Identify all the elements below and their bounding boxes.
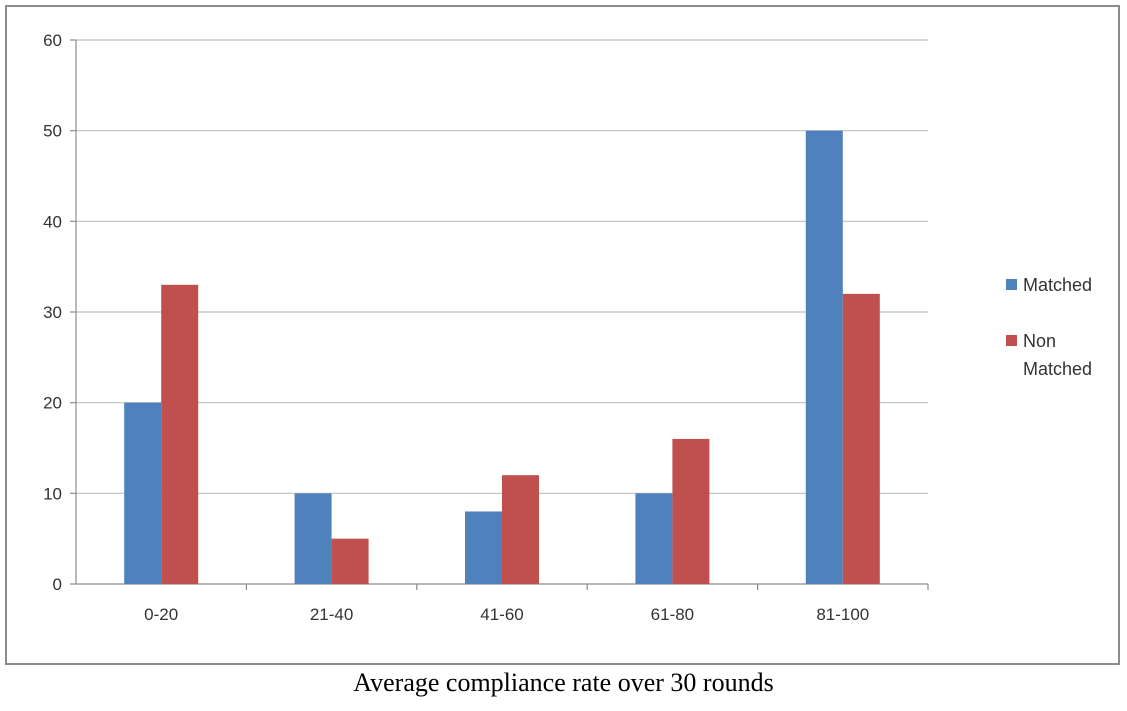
bar-matched-21-40 <box>294 493 332 584</box>
bar-non-matched-61-80 <box>672 438 710 584</box>
bar-matched-0-20 <box>124 402 162 584</box>
bar-matched-61-80 <box>635 493 673 584</box>
y-tick-label: 10 <box>43 484 62 503</box>
y-tick-labels: 0 10 20 30 40 50 60 <box>43 31 62 594</box>
y-tick-label: 40 <box>43 212 62 231</box>
bar-non-matched-0-20 <box>161 284 199 584</box>
bar-matched-41-60 <box>465 511 502 584</box>
x-tick-label: 41-60 <box>480 605 523 624</box>
x-tick-label: 81-100 <box>816 605 869 624</box>
bar-non-matched-21-40 <box>331 538 369 584</box>
legend-swatch-non-matched <box>1006 335 1017 346</box>
gridlines <box>76 39 928 494</box>
figure-caption: Average compliance rate over 30 rounds <box>353 668 774 697</box>
bars <box>124 130 880 584</box>
legend-swatch-matched <box>1006 279 1017 290</box>
x-tick-label: 61-80 <box>651 605 694 624</box>
legend-label: Matched <box>1023 359 1092 379</box>
legend-label: Matched <box>1023 275 1092 295</box>
y-tick-label: 60 <box>43 31 62 50</box>
axes <box>70 39 929 590</box>
y-tick-label: 30 <box>43 303 62 322</box>
x-tick-label: 0-20 <box>144 605 178 624</box>
bar-matched-81-100 <box>805 130 843 584</box>
legend: Matched Non Matched <box>1006 275 1092 379</box>
bar-non-matched-81-100 <box>842 293 880 584</box>
y-tick-label: 0 <box>53 575 62 594</box>
x-tick-label: 21-40 <box>310 605 353 624</box>
bar-non-matched-41-60 <box>502 475 539 584</box>
x-tick-labels: 0-20 21-40 41-60 61-80 81-100 <box>144 605 869 624</box>
legend-label: Non <box>1023 331 1056 351</box>
y-tick-label: 50 <box>43 122 62 141</box>
y-tick-label: 20 <box>43 394 62 413</box>
